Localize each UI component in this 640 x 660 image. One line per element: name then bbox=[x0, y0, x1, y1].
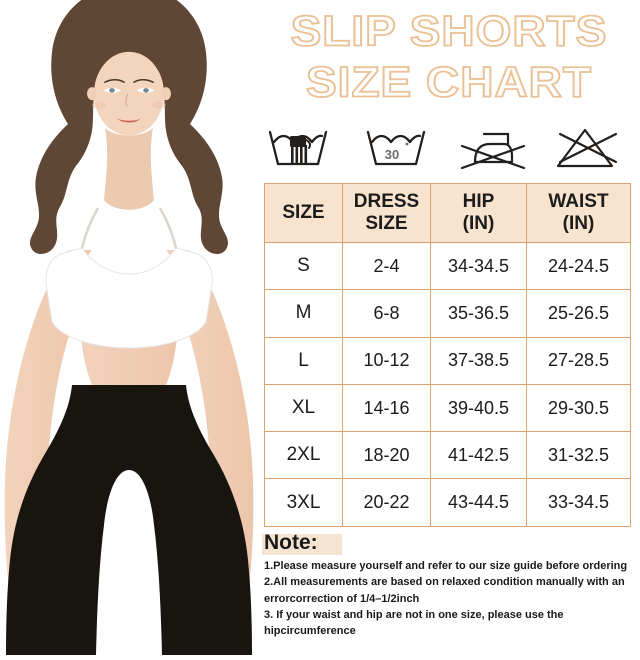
svg-text:30: 30 bbox=[385, 147, 399, 162]
